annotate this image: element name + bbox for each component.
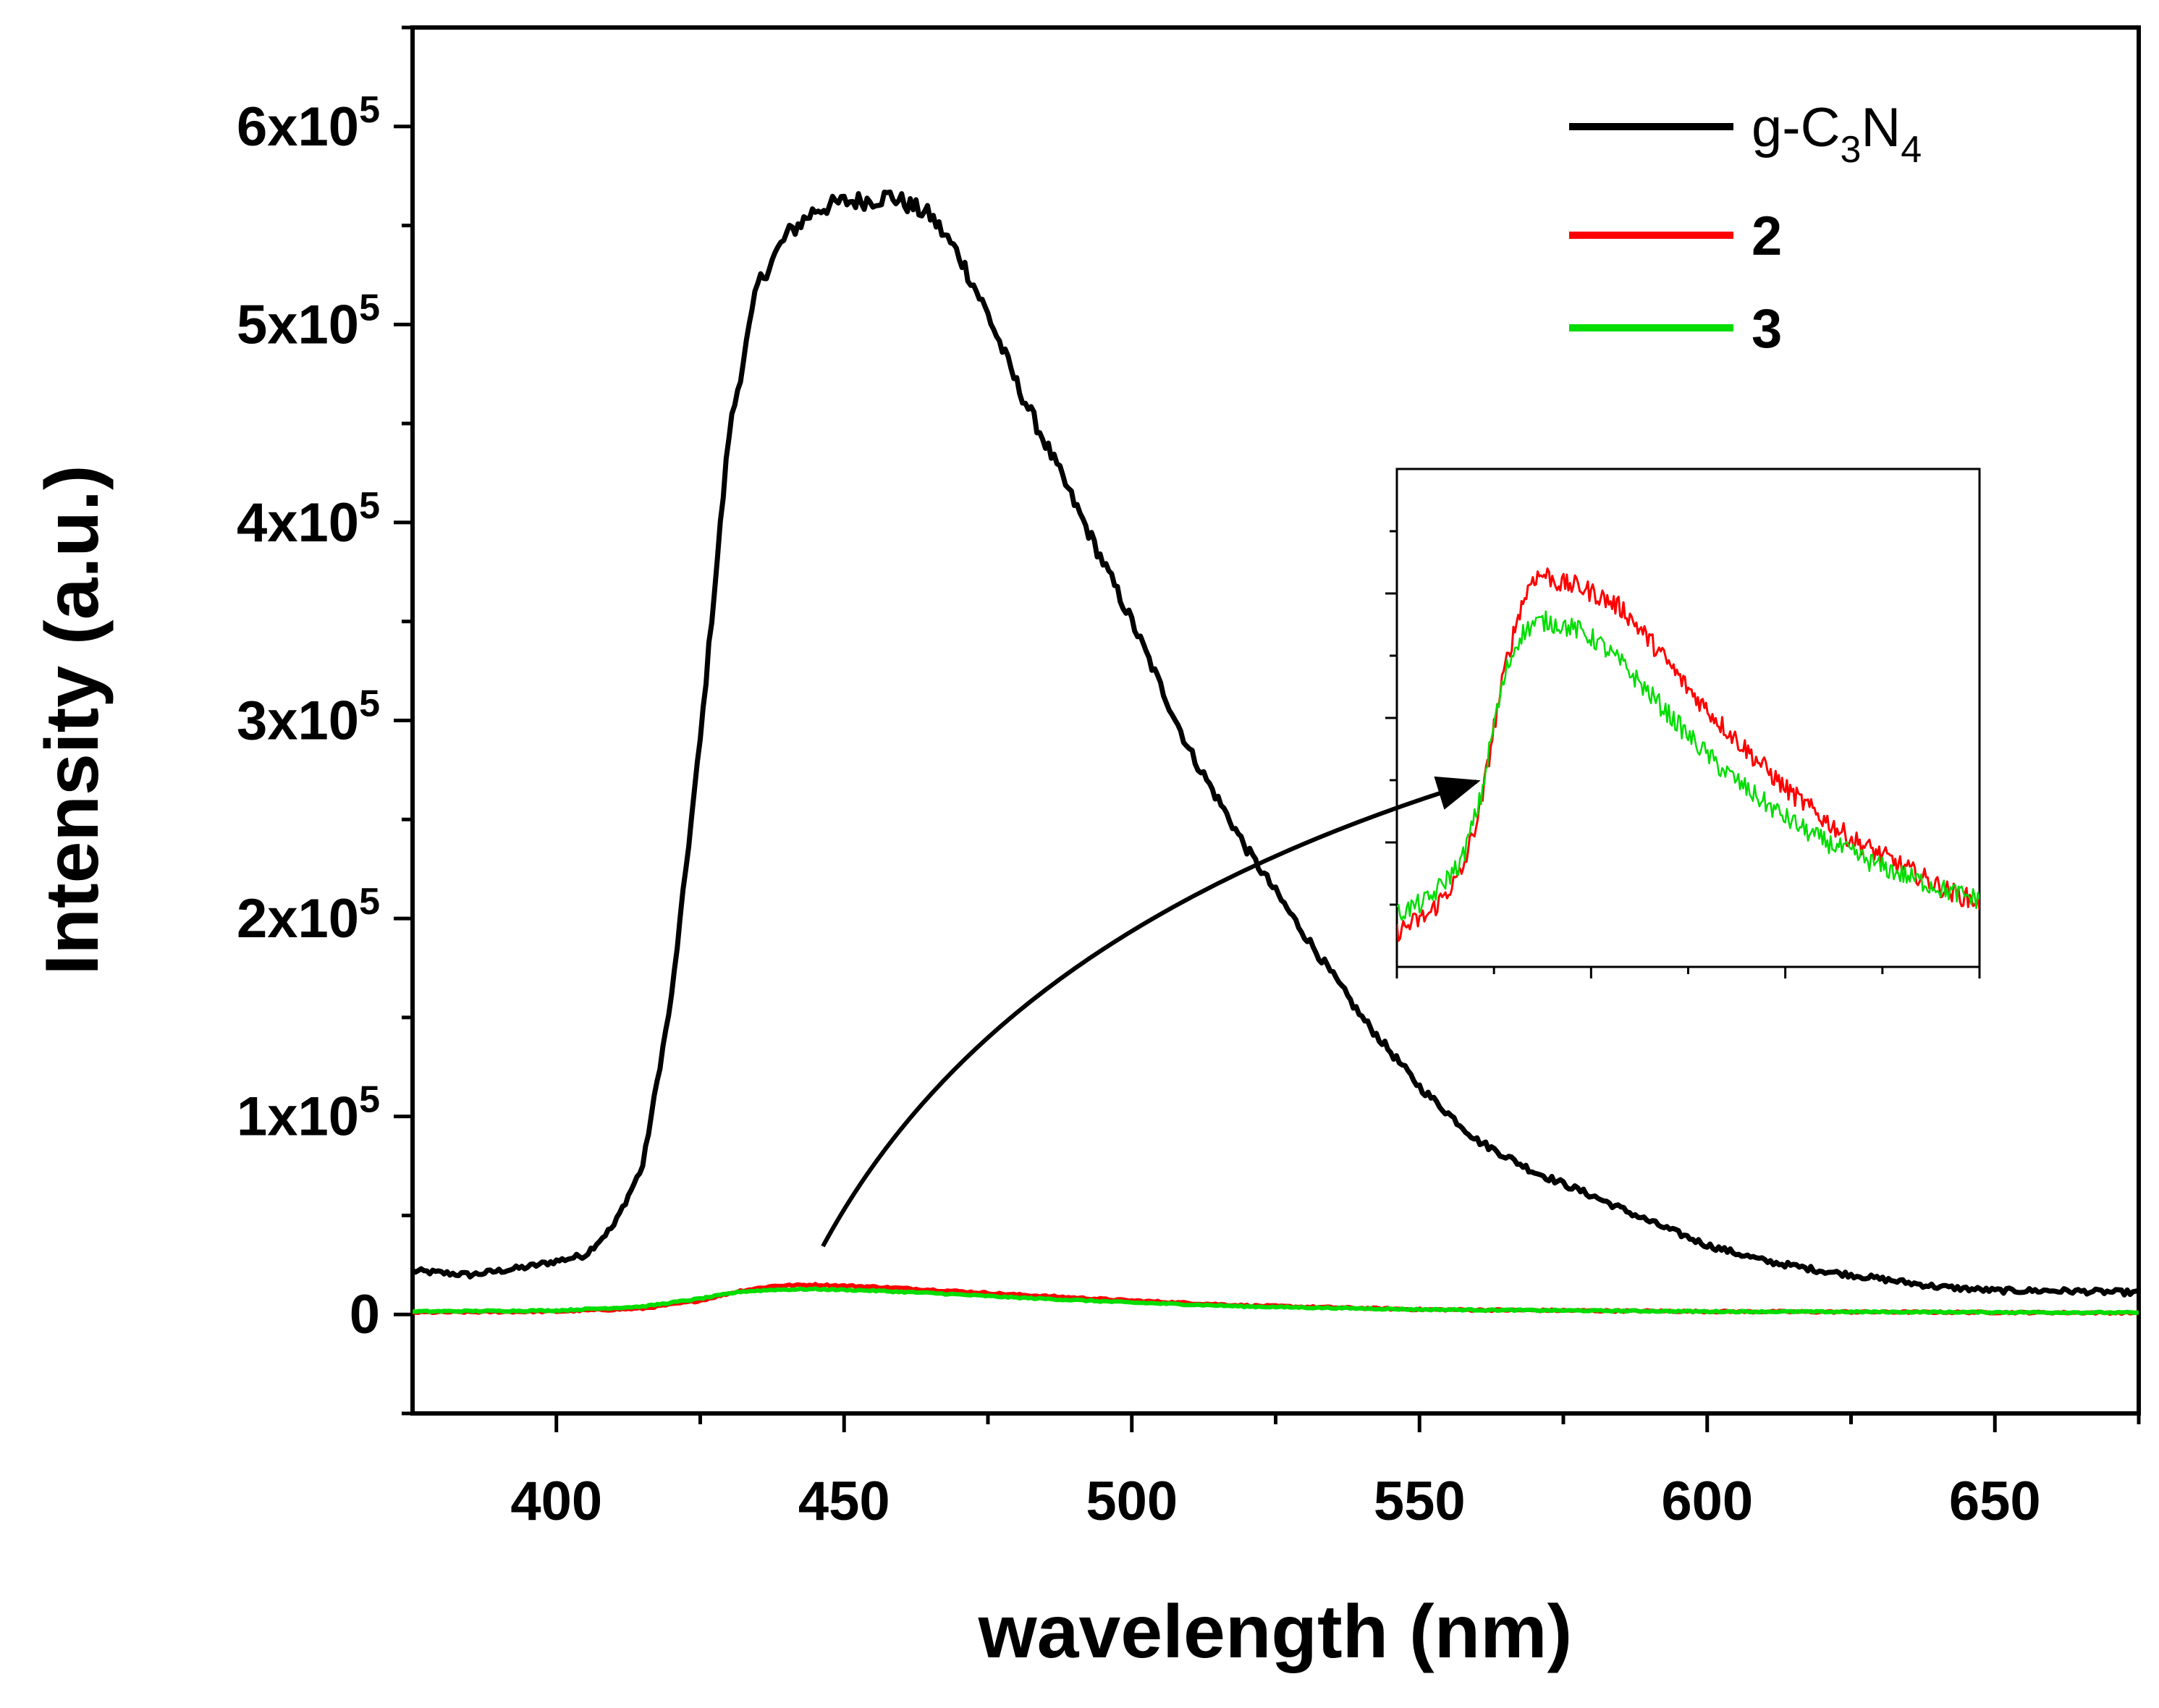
x-tick-label: 450 [798, 1471, 890, 1532]
y-tick-label: 3x105 [237, 683, 380, 752]
main-series [413, 189, 2139, 1316]
y-tick-label: 0 [350, 1284, 380, 1345]
inset-series-3-line [1397, 610, 1980, 921]
y-tick-label: 5x105 [237, 287, 380, 355]
inset-series [1397, 567, 1980, 942]
x-tick-label: 400 [510, 1471, 602, 1532]
legend-label: 3 [1752, 298, 1782, 360]
inset-frame [1395, 468, 1981, 968]
x-tick-label: 500 [1086, 1471, 1178, 1532]
x-tick-label: 550 [1374, 1471, 1466, 1532]
axis-ticks [394, 25, 2141, 1432]
series-g-c3n4-line [413, 189, 2139, 1298]
inset-ticks [1385, 530, 1981, 978]
x-tick-label: 650 [1949, 1471, 2041, 1532]
y-tick-labels: 0 1x105 2x105 3x105 4x105 5x105 6x105 [237, 89, 380, 1345]
series-3-line [413, 1286, 2139, 1316]
legend-label: g-C3N4 [1752, 97, 1922, 171]
legend-label: 2 [1752, 206, 1782, 267]
legend: g-C3N4 2 3 [1569, 97, 1922, 360]
zoom-arrow [821, 776, 1481, 1248]
y-tick-label: 1x105 [237, 1079, 380, 1148]
y-tick-label: 6x105 [237, 89, 380, 158]
y-axis-title: Intensity (a.u.) [30, 465, 114, 976]
x-axis-title: wavelength (nm) [978, 1590, 1573, 1674]
x-tick-labels: 400 450 500 550 600 650 [510, 1471, 2040, 1532]
x-tick-label: 600 [1661, 1471, 1753, 1532]
y-tick-label: 4x105 [237, 485, 380, 554]
y-tick-label: 2x105 [237, 881, 380, 950]
inset-plot [1385, 468, 1981, 978]
